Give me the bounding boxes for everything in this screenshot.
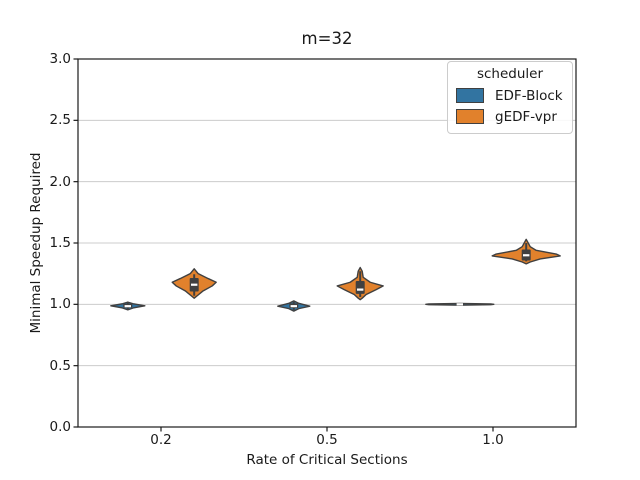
x-axis-label: Rate of Critical Sections (246, 452, 408, 468)
y-tick-label: 0.5 (49, 357, 71, 374)
legend-items: EDF-Block gEDF-vpr (448, 85, 572, 127)
y-tick-label: 2.0 (49, 173, 71, 190)
legend-swatch-icon (456, 109, 484, 124)
x-tick-label: 0.2 (150, 432, 172, 448)
y-tick-label: 1.5 (49, 235, 71, 251)
legend-entry: EDF-Block (448, 85, 572, 106)
legend-entry-label: EDF-Block (495, 87, 563, 104)
y-tick-label: 1.0 (49, 296, 71, 313)
chart-title: m=32 (301, 29, 353, 48)
legend: scheduler EDF-Block gEDF-vpr (447, 61, 573, 134)
iqr-box (355, 281, 365, 294)
x-tick-label: 1.0 (482, 432, 504, 448)
y-tick-label: 2.5 (49, 112, 71, 129)
legend-swatch-icon (456, 88, 484, 103)
legend-entry-label: gEDF-vpr (495, 108, 557, 125)
legend-title: scheduler (476, 66, 544, 82)
legend-entry: gEDF-vpr (448, 106, 572, 127)
y-tick-label: 3.0 (49, 51, 71, 67)
y-tick-label: 0.0 (49, 419, 71, 435)
x-tick-label: 0.5 (316, 432, 338, 448)
